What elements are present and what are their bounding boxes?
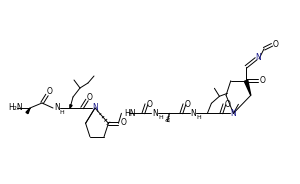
Polygon shape	[26, 108, 30, 114]
Text: O: O	[184, 100, 190, 109]
Text: HN: HN	[124, 109, 136, 118]
Text: O: O	[224, 100, 230, 109]
Text: N: N	[54, 103, 60, 112]
Text: O: O	[121, 118, 126, 127]
Text: O: O	[260, 76, 266, 85]
Polygon shape	[70, 105, 72, 108]
Text: N: N	[152, 109, 158, 118]
Text: N: N	[92, 103, 98, 112]
Text: O: O	[47, 88, 53, 96]
Polygon shape	[244, 80, 251, 95]
Text: H: H	[60, 109, 64, 114]
Text: O: O	[273, 40, 279, 49]
Text: N: N	[230, 109, 236, 118]
Text: H: H	[158, 115, 163, 120]
Text: O: O	[87, 93, 93, 102]
Text: H₂N: H₂N	[8, 103, 22, 112]
Text: H: H	[196, 115, 201, 120]
Text: O: O	[146, 100, 152, 109]
Text: N: N	[190, 109, 196, 118]
Text: N: N	[255, 53, 261, 62]
